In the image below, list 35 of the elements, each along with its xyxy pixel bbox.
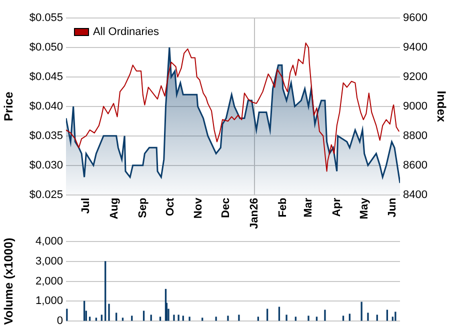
y-tick-label: $0.040 [29,100,63,112]
y-tick-label: $0.035 [29,130,63,142]
x-tick-label: Oct [164,197,176,216]
x-tick-label: Mar [302,197,315,218]
x-tick-label: Sep [136,198,149,218]
legend-label: All Ordinaries [93,26,160,38]
x-tick-label: Jul [80,198,92,214]
y-axis-title: Price [2,91,16,122]
y2-axis-title: Index [434,90,448,122]
x-tick-label: Feb [276,198,289,218]
y2-tick-label: 8400 [403,188,428,201]
y-tick-label: $0.050 [29,42,63,54]
x-tick-label: Aug [108,198,121,220]
y-tick-label: $0.055 [29,12,63,24]
x-tick-label: Nov [192,196,205,219]
y-tick-label: 3,000 [35,255,63,268]
y-tick-label: $0.030 [29,159,63,172]
y-tick-label: 1,000 [35,295,63,308]
y2-tick-label: 9200 [403,70,428,83]
y-tick-label: 0 [56,315,63,328]
y2-tick-label: 9000 [403,100,428,112]
y2-tick-label: 8600 [403,159,428,172]
y-tick-label: 2,000 [35,275,63,288]
y2-tick-label: 9600 [403,12,428,24]
y-tick-label: $0.025 [29,188,63,201]
x-tick-label: Dec [220,198,232,218]
y2-tick-label: 8800 [403,130,428,142]
y2-tick-label: 9400 [403,42,428,54]
x-tick-label: May [358,196,370,220]
y-axis-title: Volume (x1000) [2,238,16,325]
x-tick-label: Apr [330,197,343,217]
y-tick-label: 4,000 [35,236,63,248]
y-tick-label: $0.045 [29,70,63,83]
x-tick-label: Jan26 [248,198,261,230]
x-tick-label: Jun [386,198,399,218]
